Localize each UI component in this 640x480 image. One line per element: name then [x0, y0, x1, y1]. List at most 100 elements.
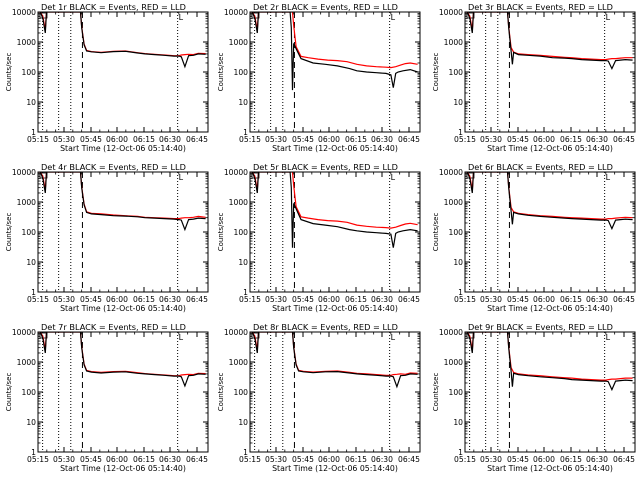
- y-tick-label: 1: [458, 288, 463, 297]
- x-tick-label: 06:15: [133, 135, 155, 144]
- series-group: [465, 332, 633, 392]
- y-tick-label: 10: [238, 98, 248, 107]
- x-tick-label: 05:45: [80, 295, 102, 304]
- x-tick-label: 06:00: [106, 135, 128, 144]
- x-tick-label: 06:30: [586, 295, 608, 304]
- x-tick-label: 05:15: [27, 455, 49, 464]
- x-tick-label: 06:15: [133, 295, 155, 304]
- x-tick-label: 05:15: [27, 295, 49, 304]
- x-tick-label: 05:30: [480, 295, 502, 304]
- x-tick-label: 06:30: [159, 455, 181, 464]
- y-tick-label: 1: [31, 128, 36, 137]
- series-group: [38, 332, 206, 388]
- marker-label: L: [606, 13, 611, 22]
- marker-label: L: [391, 13, 396, 22]
- y-tick-label: 10000: [224, 168, 248, 177]
- x-tick-label: 06:30: [371, 455, 393, 464]
- y-tick-label: 100: [449, 68, 464, 77]
- marker-label: L: [391, 333, 396, 342]
- y-axis-label: Counts/sec: [5, 53, 13, 92]
- y-tick-label: 1000: [17, 38, 36, 47]
- y-axis-label: Counts/sec: [5, 213, 13, 252]
- series-line-events: [38, 172, 206, 232]
- series-group: [465, 172, 633, 231]
- y-tick-label: 10000: [12, 168, 36, 177]
- x-tick-label: 06:15: [345, 295, 367, 304]
- y-tick-label: 100: [449, 388, 464, 397]
- x-tick-label: 05:15: [239, 455, 261, 464]
- x-tick-label: 06:45: [398, 295, 420, 304]
- x-tick-label: 06:15: [133, 455, 155, 464]
- panel-title: Det 1r BLACK = Events, RED = LLD: [41, 2, 186, 12]
- x-tick-label: 06:30: [371, 135, 393, 144]
- x-tick-label: 05:15: [454, 295, 476, 304]
- y-tick-label: 10: [26, 258, 36, 267]
- plot-frame: [464, 11, 636, 133]
- x-tick-label: 05:30: [480, 135, 502, 144]
- x-axis-label: Start Time (12-Oct-06 05:14:40): [272, 304, 398, 313]
- y-tick-label: 100: [22, 228, 37, 237]
- x-tick-label: 06:15: [560, 295, 582, 304]
- panel-title: Det 7r BLACK = Events, RED = LLD: [41, 322, 186, 332]
- x-tick-label: 05:45: [507, 135, 529, 144]
- x-tick-label: 05:15: [239, 295, 261, 304]
- plot-frame: [249, 11, 421, 133]
- plot-frame: [464, 331, 636, 453]
- series-group: [38, 12, 206, 69]
- x-tick-label: 06:30: [586, 455, 608, 464]
- x-tick-label: 06:45: [613, 135, 635, 144]
- x-tick-label: 06:15: [345, 135, 367, 144]
- x-tick-label: 05:45: [80, 135, 102, 144]
- y-tick-label: 1000: [229, 198, 248, 207]
- x-tick-label: 05:15: [454, 135, 476, 144]
- y-tick-label: 100: [234, 68, 249, 77]
- y-tick-label: 1000: [17, 358, 36, 367]
- x-tick-label: 05:30: [53, 135, 75, 144]
- plot-frame: [37, 331, 209, 453]
- y-tick-label: 1000: [229, 38, 248, 47]
- x-tick-label: 05:15: [239, 135, 261, 144]
- x-axis-label: Start Time (12-Oct-06 05:14:40): [60, 464, 186, 473]
- y-tick-label: 1000: [444, 198, 463, 207]
- x-tick-label: 06:30: [586, 135, 608, 144]
- x-tick-label: 06:00: [318, 295, 340, 304]
- x-tick-label: 05:30: [265, 135, 287, 144]
- y-axis-label: Counts/sec: [5, 373, 13, 412]
- y-tick-label: 10: [238, 418, 248, 427]
- x-axis-label: Start Time (12-Oct-06 05:14:40): [487, 144, 613, 153]
- marker-label: L: [179, 173, 184, 182]
- x-axis-label: Start Time (12-Oct-06 05:14:40): [272, 464, 398, 473]
- series-line-lld: [465, 332, 633, 381]
- y-tick-label: 1: [243, 288, 248, 297]
- y-tick-label: 10000: [224, 8, 248, 17]
- series-line-lld: [250, 12, 418, 69]
- marker-label: L: [179, 13, 184, 22]
- x-tick-label: 06:45: [186, 295, 208, 304]
- x-tick-label: 05:45: [507, 295, 529, 304]
- y-tick-label: 1000: [17, 198, 36, 207]
- plot-frame: [37, 11, 209, 133]
- panel-title: Det 9r BLACK = Events, RED = LLD: [468, 322, 613, 332]
- series-line-events: [465, 12, 633, 71]
- x-axis-label: Start Time (12-Oct-06 05:14:40): [60, 304, 186, 313]
- y-tick-label: 1: [243, 448, 248, 457]
- panel-title: Det 2r BLACK = Events, RED = LLD: [253, 2, 398, 12]
- series-line-events: [250, 172, 418, 248]
- x-axis-label: Start Time (12-Oct-06 05:14:40): [487, 304, 613, 313]
- x-tick-label: 05:45: [292, 455, 314, 464]
- panel-title: Det 4r BLACK = Events, RED = LLD: [41, 162, 186, 172]
- y-tick-label: 1000: [229, 358, 248, 367]
- y-tick-label: 10: [26, 418, 36, 427]
- y-tick-label: 1: [31, 288, 36, 297]
- y-tick-label: 10000: [439, 168, 463, 177]
- x-tick-label: 05:30: [53, 455, 75, 464]
- y-tick-label: 100: [234, 388, 249, 397]
- x-tick-label: 06:45: [398, 455, 420, 464]
- y-tick-label: 10000: [439, 8, 463, 17]
- x-tick-label: 06:45: [613, 295, 635, 304]
- series-line-events: [465, 172, 633, 231]
- x-tick-label: 06:30: [159, 135, 181, 144]
